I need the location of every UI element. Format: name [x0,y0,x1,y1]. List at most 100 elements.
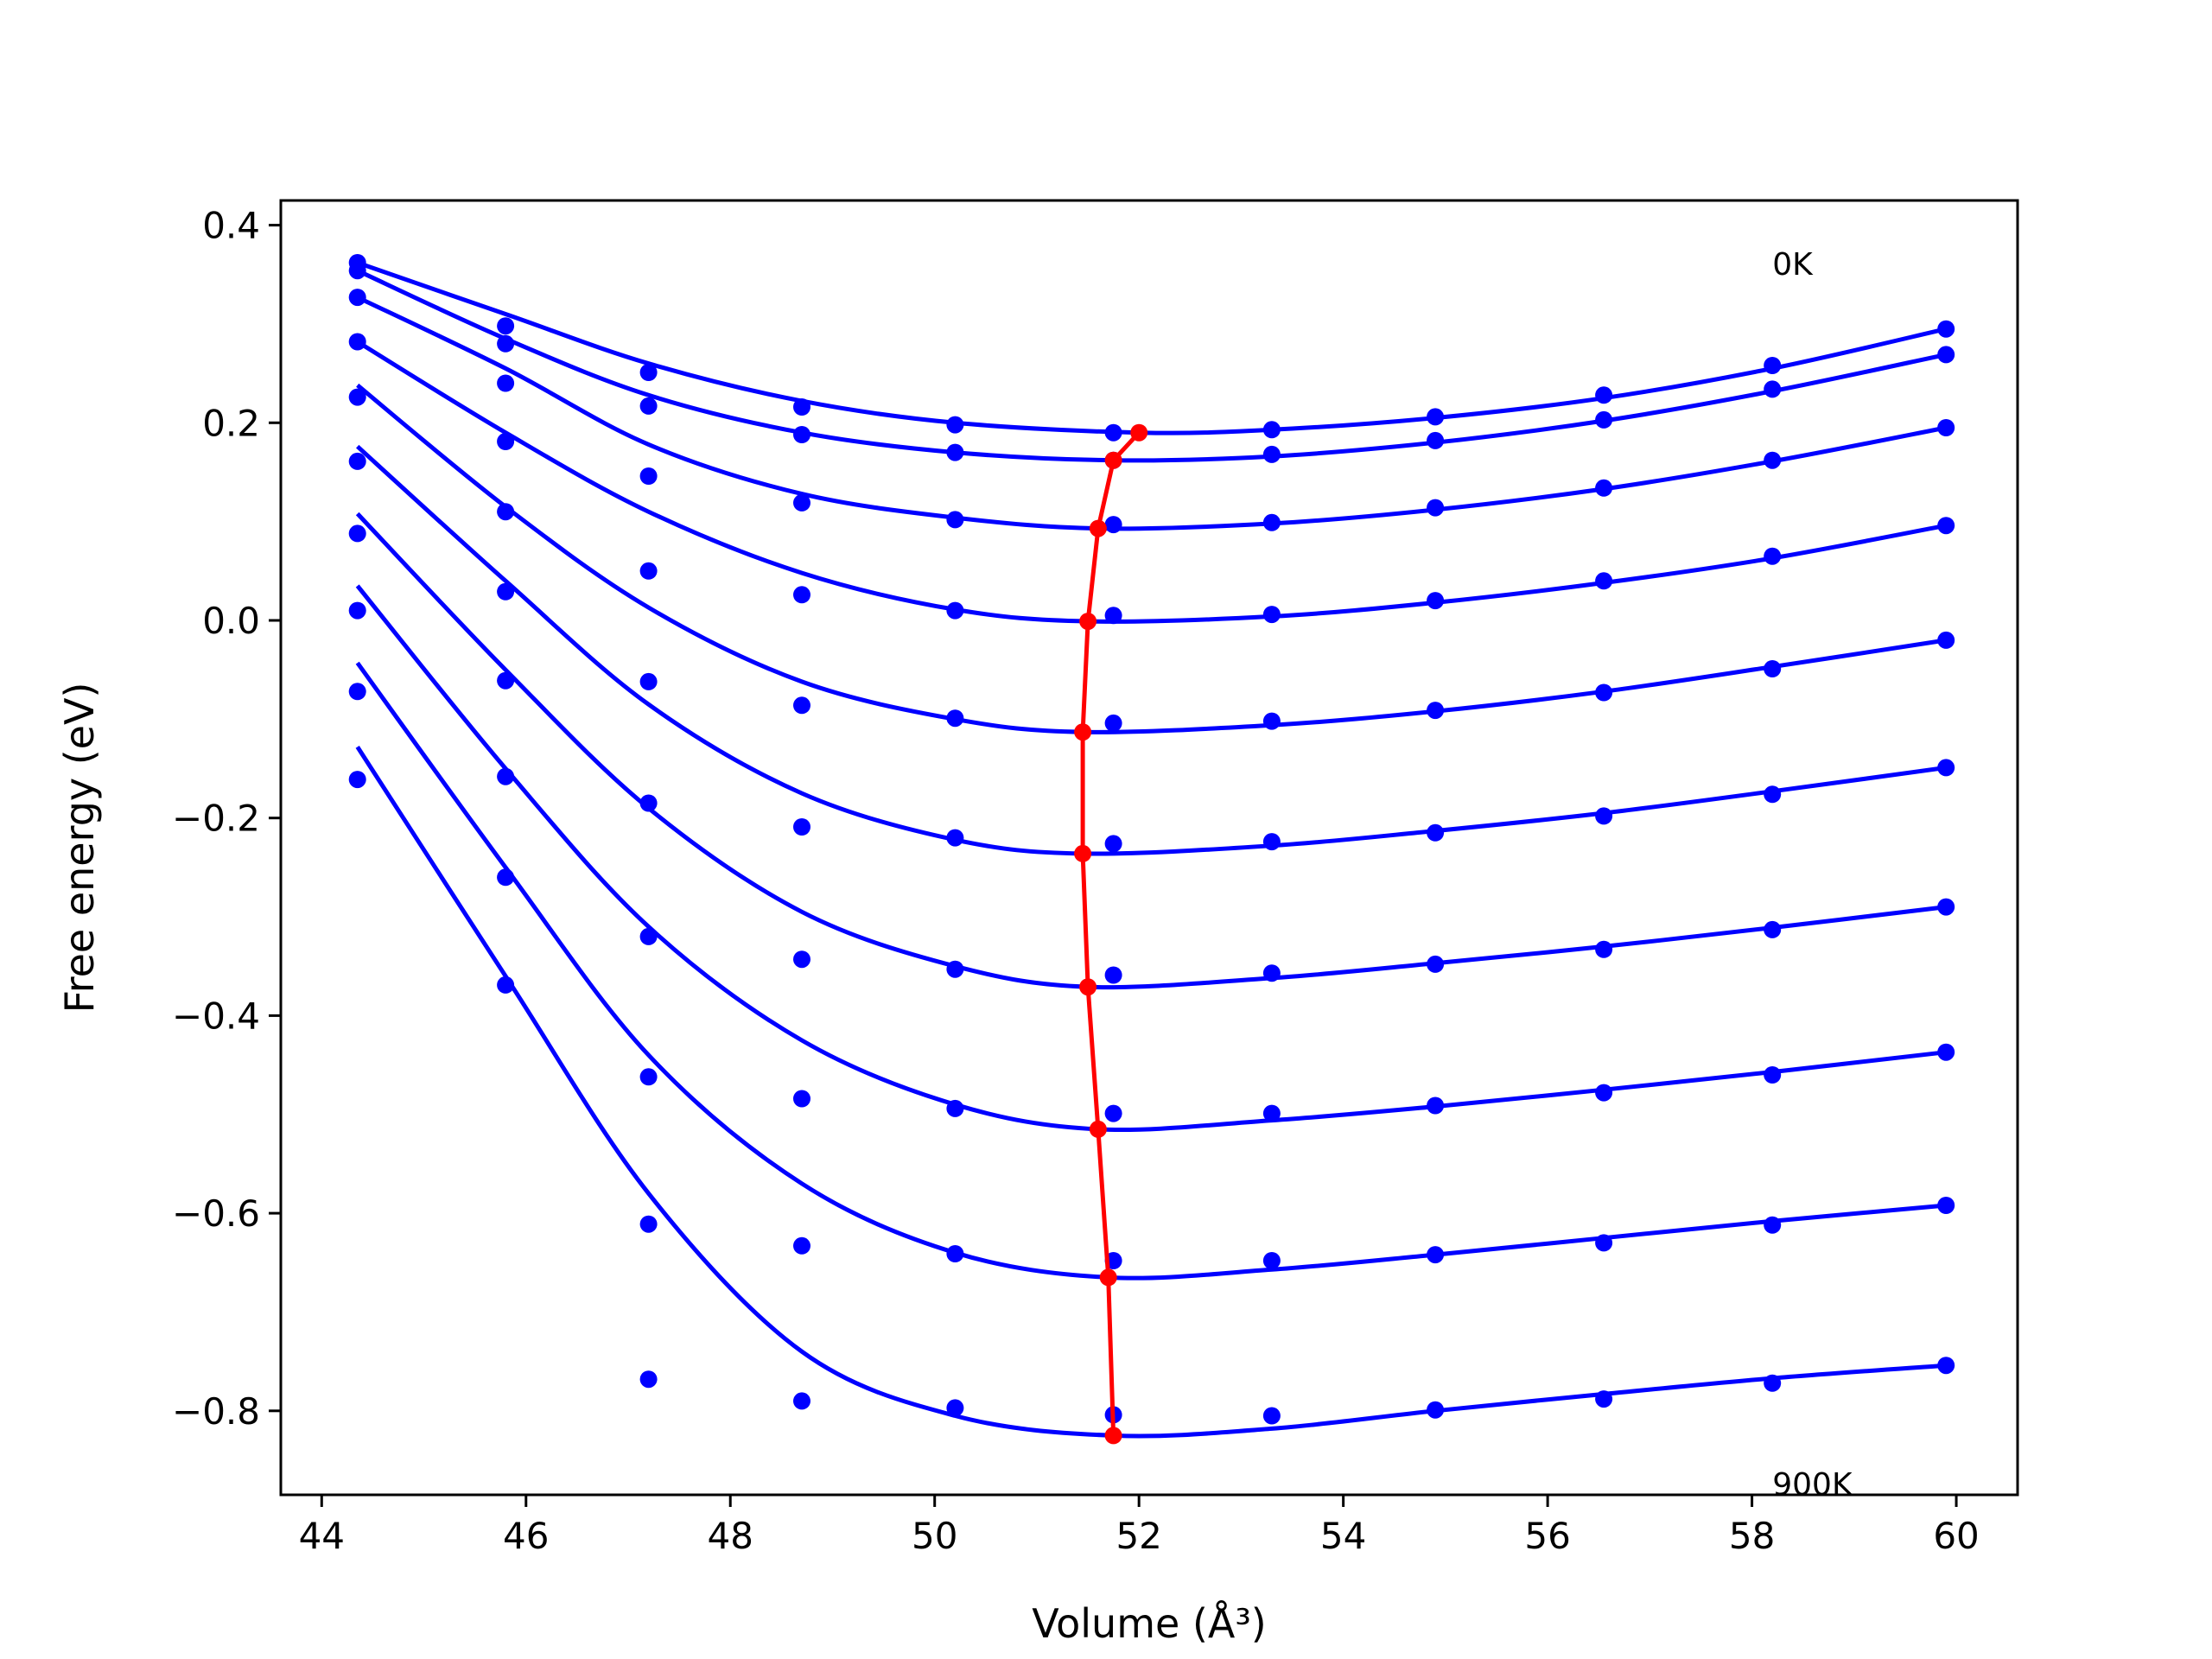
plot-area [348,254,1955,1445]
fit-curve-7 [355,584,1947,1133]
data-point [946,709,964,728]
data-point [639,1370,658,1389]
data-point [348,601,366,620]
data-point [1937,419,1955,436]
data-point [946,1399,964,1417]
y-axis: 0.4 0.2 0.0 −0.2 −0.4 −0.6 −0.8 [172,205,281,1433]
data-point [793,493,810,512]
data-point [348,452,366,470]
data-point [946,960,964,978]
data-point [1937,631,1955,649]
data-point [946,1245,964,1262]
data-point [1104,966,1122,984]
data-point [639,364,658,381]
minimum-point [1099,1268,1117,1287]
data-point [348,683,366,701]
x-tick-label: 56 [1524,1515,1570,1557]
data-point [1937,320,1955,338]
data-point [1937,1043,1955,1061]
x-tick-label: 48 [708,1515,753,1557]
data-point [497,503,515,521]
data-point [1937,346,1955,364]
y-tick-label: 0.0 [202,600,260,642]
x-tick-label: 58 [1729,1515,1775,1557]
data-point [946,601,964,620]
data-point [1595,940,1613,958]
data-point [348,771,366,789]
data-point [639,467,658,485]
y-tick-label: −0.2 [172,798,260,840]
y-tick-label: −0.4 [172,995,260,1037]
data-point [1595,479,1613,497]
data-point [1595,683,1613,702]
data-point [946,511,964,529]
minimum-point [1079,978,1097,996]
x-tick-label: 54 [1320,1515,1366,1557]
data-point [348,289,366,307]
data-point [1262,1104,1281,1122]
data-point [1427,431,1445,449]
data-point [497,582,515,601]
data-point [1937,898,1955,916]
data-point [1104,516,1122,534]
data-point [1104,714,1122,732]
fit-curve-9 [355,746,1947,1439]
data-point [1427,955,1445,973]
data-point [793,586,810,604]
data-point [497,868,515,887]
data-point [1427,1246,1445,1264]
data-point [793,398,810,416]
data-point [1764,451,1782,469]
x-tick-label: 44 [299,1515,345,1557]
data-point [1595,1084,1613,1102]
minimum-point [1074,723,1092,741]
data-point [1595,572,1613,590]
minimum-line [1080,431,1141,1436]
data-point [1262,833,1281,851]
data-point [1764,1216,1782,1234]
data-point [1262,421,1281,439]
data-point [1262,513,1281,531]
data-point [1595,410,1613,429]
y-tick-label: 0.4 [202,205,260,247]
x-tick-label: 50 [912,1515,957,1557]
data-point [1262,712,1281,730]
y-tick-label: 0.2 [202,402,260,444]
data-point [1262,1407,1281,1425]
data-point [639,794,658,812]
data-point [1427,1096,1445,1115]
data-point [1262,1252,1281,1269]
data-point [1595,1390,1613,1408]
data-point [1764,357,1782,374]
data-point [793,1236,810,1255]
fit-curve-8 [355,661,1947,1281]
data-point [793,696,810,715]
data-point [793,818,810,836]
data-point [946,443,964,461]
fit-curve-4 [356,383,1947,734]
minimum-point [1104,451,1122,469]
x-tick-label: 46 [503,1515,549,1557]
data-point [1104,607,1122,625]
data-point [1595,1234,1613,1252]
data-point [1937,759,1955,777]
data-point [348,524,366,543]
data-point [1937,1197,1955,1214]
data-point [946,416,964,434]
data-point [1764,785,1782,804]
data-point [1427,592,1445,610]
data-point [793,950,810,969]
data-point [1104,1104,1122,1122]
data-point [639,562,658,580]
fit-curve-3 [356,340,1947,624]
data-point [1104,423,1122,442]
data-point [497,433,515,450]
axes-frame [279,199,2019,1497]
data-point [1764,547,1782,565]
data-point [793,1090,810,1108]
data-point [497,334,515,353]
annotations: 0K 900K [1772,247,1853,1503]
data-point [1937,1357,1955,1375]
temperature-annotation: 0K [1772,247,1814,283]
